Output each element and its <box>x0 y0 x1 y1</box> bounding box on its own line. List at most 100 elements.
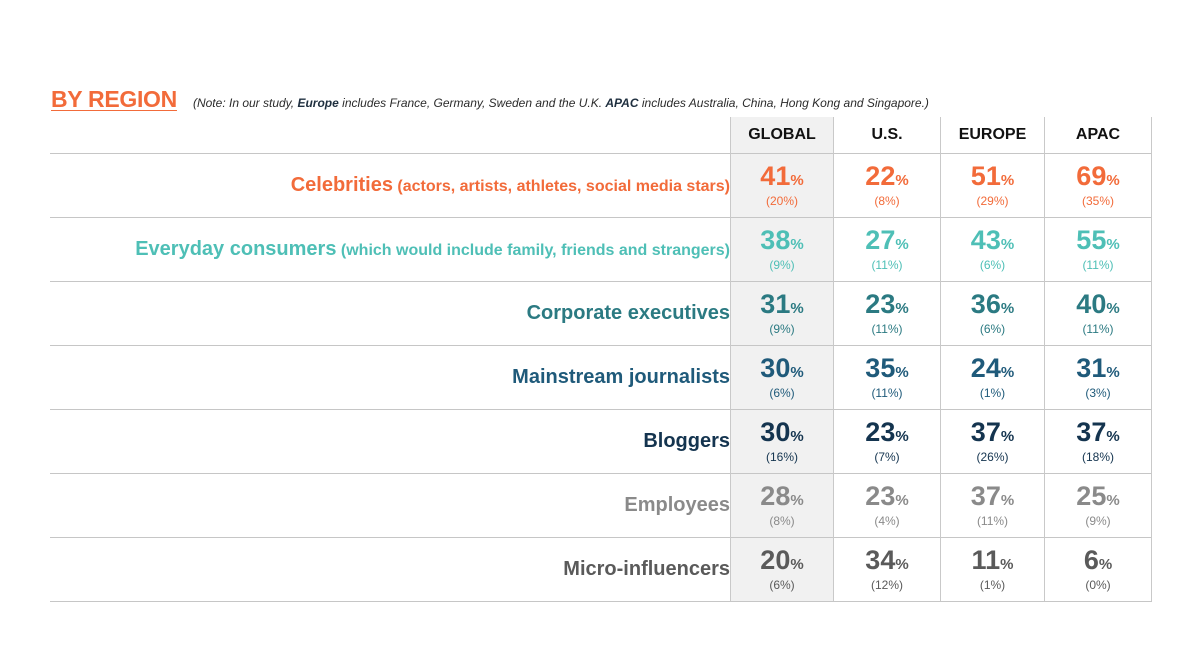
cell-secondary: (35%) <box>1081 194 1114 208</box>
row-label: Bloggers <box>50 409 731 474</box>
cell-number: 28 <box>760 481 791 511</box>
cell-europe: 37% (26%) <box>940 409 1045 474</box>
cell-us: 23% (4%) <box>833 473 941 538</box>
cell-europe: 24% (1%) <box>940 345 1045 410</box>
cell-number: 31 <box>1076 353 1107 383</box>
percent-sign: % <box>790 300 804 317</box>
cell-number: 34 <box>865 545 896 575</box>
row-label-main: Celebrities <box>290 174 393 196</box>
cell-value: 51% <box>941 163 1044 194</box>
row-label: Micro-influencers <box>50 537 731 602</box>
cell-global: 38% (9%) <box>730 217 834 282</box>
percent-sign: % <box>790 492 804 509</box>
cell-value: 36% <box>941 291 1044 322</box>
row-label: Celebrities (actors, artists, athletes, … <box>50 153 731 218</box>
percent-sign: % <box>1106 364 1120 381</box>
cell-number: 31 <box>760 289 791 319</box>
cell-global: 41% (20%) <box>730 153 834 218</box>
row-label-sub: (which would include family, friends and… <box>336 242 730 259</box>
row-label-main: Everyday consumers <box>135 238 337 260</box>
cell-value: 37% <box>1045 419 1151 450</box>
percent-sign: % <box>1000 556 1014 573</box>
column-header-europe: EUROPE <box>940 117 1045 154</box>
cell-number: 51 <box>970 161 1001 191</box>
cell-secondary: (9%) <box>1085 514 1111 528</box>
cell-number: 22 <box>865 161 896 191</box>
row-label: Mainstream journalists <box>50 345 731 410</box>
percent-sign: % <box>790 172 804 189</box>
row-label-sub: (actors, artists, athletes, social media… <box>392 178 730 195</box>
percent-sign: % <box>1106 172 1120 189</box>
row-label-main: Corporate executives <box>526 302 730 324</box>
table-row: Employees 28% (8%) 23% (4%) 37% (11%) 25% (9%) <box>50 473 1152 538</box>
column-header-row: GLOBAL U.S. EUROPE APAC <box>50 117 1152 154</box>
cell-global: 20% (6%) <box>730 537 834 602</box>
cell-secondary: (6%) <box>769 386 795 400</box>
cell-secondary: (11%) <box>871 322 903 336</box>
cell-secondary: (3%) <box>1085 386 1111 400</box>
cell-value: 11% <box>941 547 1044 578</box>
percent-sign: % <box>1000 300 1015 317</box>
cell-us: 27% (11%) <box>833 217 941 282</box>
note-europe: Europe <box>297 96 339 110</box>
cell-value: 23% <box>834 483 940 514</box>
cell-europe: 37% (11%) <box>940 473 1045 538</box>
percent-sign: % <box>1106 428 1120 445</box>
percent-sign: % <box>1000 236 1015 253</box>
cell-us: 23% (11%) <box>833 281 941 346</box>
cell-secondary: (11%) <box>976 514 1009 528</box>
cell-value: 37% <box>941 483 1044 514</box>
cell-number: 20 <box>760 545 791 575</box>
cell-secondary: (9%) <box>769 258 795 272</box>
percent-sign: % <box>895 364 909 381</box>
cell-secondary: (26%) <box>976 450 1009 464</box>
cell-value: 37% <box>941 419 1044 450</box>
cell-apac: 55% (11%) <box>1044 217 1152 282</box>
cell-value: 31% <box>1045 355 1151 386</box>
cell-value: 23% <box>834 291 940 322</box>
section-heading: BY REGION (Note: In our study, Europe in… <box>51 86 929 113</box>
cell-secondary: (16%) <box>765 450 798 464</box>
table-row: Micro-influencers 20% (6%) 34% (12%) 11% (1%) 6… <box>50 537 1152 602</box>
percent-sign: % <box>790 364 804 381</box>
row-label: Corporate executives <box>50 281 731 346</box>
cell-value: 40% <box>1045 291 1151 322</box>
percent-sign: % <box>1000 428 1015 445</box>
table-row: Bloggers 30% (16%) 23% (7%) 37% (26%) 37% (18%) <box>50 409 1152 474</box>
note-suffix: includes Australia, China, Hong Kong and… <box>638 96 929 110</box>
cell-europe: 43% (6%) <box>940 217 1045 282</box>
cell-secondary: (6%) <box>769 578 795 592</box>
cell-apac: 31% (3%) <box>1044 345 1152 410</box>
cell-apac: 25% (9%) <box>1044 473 1152 538</box>
cell-secondary: (6%) <box>979 322 1006 336</box>
cell-secondary: (8%) <box>769 514 795 528</box>
cell-us: 23% (7%) <box>833 409 941 474</box>
percent-sign: % <box>790 556 804 573</box>
cell-value: 23% <box>834 419 940 450</box>
cell-secondary: (11%) <box>871 258 903 272</box>
cell-number: 55 <box>1076 225 1107 255</box>
cell-value: 34% <box>834 547 940 578</box>
cell-europe: 51% (29%) <box>940 153 1045 218</box>
table-row: Corporate executives 31% (9%) 23% (11%) 36% (6… <box>50 281 1152 346</box>
cell-number: 23 <box>865 481 896 511</box>
table-row: Mainstream journalists 30% (6%) 35% (11%) 24%… <box>50 345 1152 410</box>
cell-value: 22% <box>834 163 940 194</box>
column-header-us: U.S. <box>833 117 941 154</box>
cell-us: 34% (12%) <box>833 537 941 602</box>
percent-sign: % <box>1000 172 1015 189</box>
row-label-main: Mainstream journalists <box>512 366 730 388</box>
cell-secondary: (4%) <box>874 514 900 528</box>
cell-value: 43% <box>941 227 1044 258</box>
cell-secondary: (1%) <box>979 386 1006 400</box>
cell-global: 30% (6%) <box>730 345 834 410</box>
cell-secondary: (6%) <box>979 258 1006 272</box>
cell-europe: 36% (6%) <box>940 281 1045 346</box>
percent-sign: % <box>1106 300 1120 317</box>
row-label: Employees <box>50 473 731 538</box>
cell-number: 36 <box>970 289 1001 319</box>
cell-number: 37 <box>1076 417 1107 447</box>
percent-sign: % <box>1106 236 1120 253</box>
cell-global: 31% (9%) <box>730 281 834 346</box>
note-mid: includes France, Germany, Sweden and the… <box>338 96 606 110</box>
